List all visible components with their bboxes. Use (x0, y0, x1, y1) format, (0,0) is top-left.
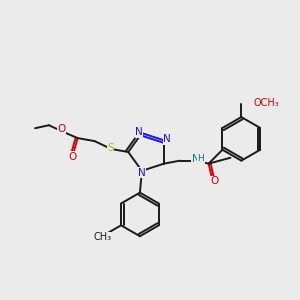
Text: N: N (135, 127, 143, 137)
Text: S: S (107, 143, 114, 153)
Text: N: N (163, 134, 171, 144)
Text: OCH₃: OCH₃ (253, 98, 279, 108)
Text: O: O (211, 176, 219, 187)
Text: O: O (69, 152, 77, 162)
Text: N: N (138, 168, 146, 178)
Text: O: O (58, 124, 66, 134)
Text: CH₃: CH₃ (93, 232, 111, 242)
Text: N: N (192, 154, 200, 164)
Text: H: H (197, 154, 204, 163)
